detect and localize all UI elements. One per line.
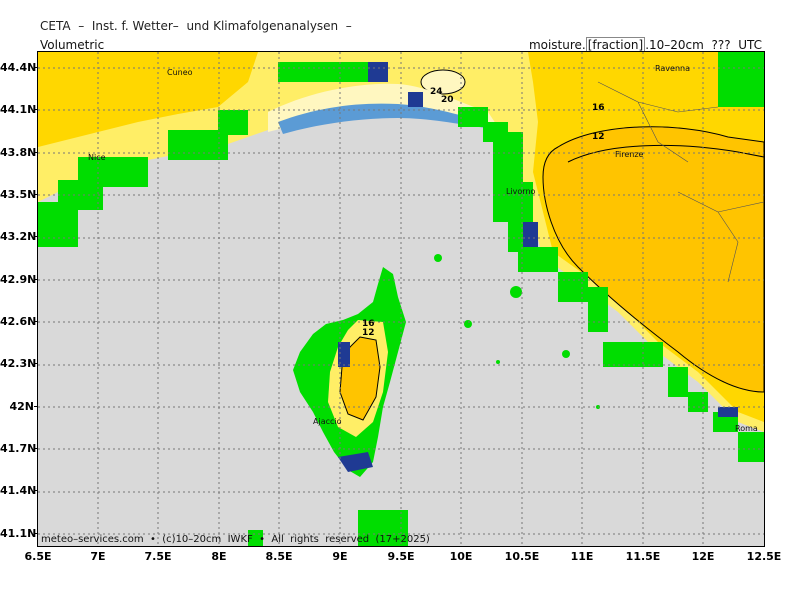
lat-label: 44.4N xyxy=(0,61,37,74)
contour-label-20: 20 xyxy=(441,95,454,105)
lat-tick xyxy=(34,109,38,110)
lat-tick xyxy=(34,279,38,280)
map-panel xyxy=(37,51,765,547)
lat-tick xyxy=(34,152,38,153)
lat-tick xyxy=(34,194,38,195)
graticule xyxy=(38,52,764,546)
region-borders xyxy=(597,81,764,283)
lon-label: 6.5E xyxy=(24,550,52,563)
lat-label: 42.6N xyxy=(0,315,37,328)
lat-tick xyxy=(34,406,38,407)
header-title: CETA – Inst. f. Wetter– und Klimafolgena… xyxy=(40,19,352,33)
city-nice: Nice xyxy=(88,153,106,162)
unit-label: [fraction] xyxy=(585,37,646,53)
lat-tick xyxy=(34,533,38,534)
lon-label: 8.5E xyxy=(265,550,293,563)
lat-tick xyxy=(34,321,38,322)
pale-patch-liguria xyxy=(420,69,466,95)
city-cuneo: Cuneo xyxy=(167,68,193,77)
lat-label: 42.9N xyxy=(0,273,37,286)
corsica-blue xyxy=(338,452,373,472)
lon-label: 7.5E xyxy=(144,550,172,563)
lon-label: 8E xyxy=(211,550,227,563)
parameter-label: moisture. [fraction] .10–20cm ??? UTC xyxy=(528,37,762,53)
lon-label: 11E xyxy=(570,550,594,563)
contour-12-tuscany xyxy=(567,144,764,163)
parameter-suffix: .10–20cm ??? UTC xyxy=(645,38,762,52)
city-ajaccio: Ajaccio xyxy=(313,417,342,426)
lat-tick xyxy=(34,490,38,491)
lon-label: 12.5E xyxy=(746,550,782,563)
lat-label: 41.1N xyxy=(0,527,37,540)
lat-tick xyxy=(34,448,38,449)
contour-label-12-corsica: 12 xyxy=(362,328,375,338)
lon-label: 9.5E xyxy=(387,550,415,563)
lat-label: 41.4N xyxy=(0,484,37,497)
contour-label-24: 24 xyxy=(430,87,443,97)
contour-label-16-tuscany: 16 xyxy=(592,103,605,113)
blue-band-liguria xyxy=(278,103,486,134)
map-canvas xyxy=(38,52,764,546)
land-north-mid xyxy=(38,52,258,147)
city-firenze: Firenze xyxy=(615,150,644,159)
city-livorno: Livorno xyxy=(506,187,536,196)
lat-label: 41.7N xyxy=(0,442,37,455)
lat-tick xyxy=(34,67,38,68)
lon-label: 10E xyxy=(449,550,473,563)
contour-label-16-corsica: 16 xyxy=(362,319,375,329)
city-ravenna: Ravenna xyxy=(655,64,690,73)
city-roma: Roma xyxy=(735,424,758,433)
lat-label: 43.2N xyxy=(0,230,37,243)
copyright-footer: meteo–services.com • (c)10–20cm IWKF • A… xyxy=(41,534,430,545)
lat-tick xyxy=(34,363,38,364)
lon-label: 11.5E xyxy=(625,550,661,563)
land-tuscany-dry xyxy=(542,126,764,393)
contour-label-12-tuscany: 12 xyxy=(592,132,605,142)
lat-label: 43.8N xyxy=(0,146,37,159)
lon-label: 12E xyxy=(691,550,715,563)
lon-label: 10.5E xyxy=(504,550,540,563)
parameter-prefix: moisture. xyxy=(528,38,586,52)
coastal-blue-hatch xyxy=(338,62,738,417)
lat-label: 43.5N xyxy=(0,188,37,201)
lat-tick xyxy=(34,236,38,237)
lat-label: 42.3N xyxy=(0,357,37,370)
lon-label: 9E xyxy=(332,550,348,563)
variable-label: Volumetric xyxy=(40,38,105,52)
lon-label: 7E xyxy=(90,550,106,563)
lat-label: 44.1N xyxy=(0,103,37,116)
lat-label: 42N xyxy=(9,400,34,413)
